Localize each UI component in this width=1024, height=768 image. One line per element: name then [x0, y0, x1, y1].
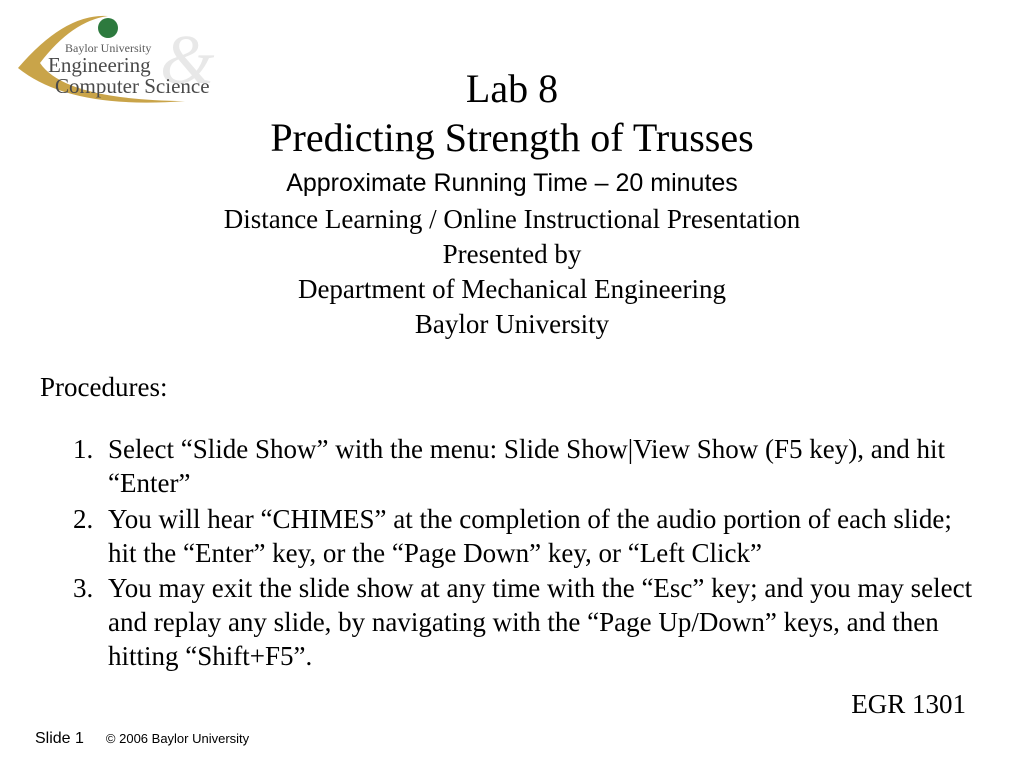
subtitle-block: Distance Learning / Online Instructional…	[0, 202, 1024, 342]
copyright: © 2006 Baylor University	[106, 731, 249, 746]
list-item: Select “Slide Show” with the menu: Slide…	[100, 433, 984, 501]
slide-number: Slide 1	[35, 730, 84, 748]
running-time: Approximate Running Time – 20 minutes	[0, 169, 1024, 198]
logo-dot-icon	[98, 18, 118, 38]
procedures-list: Select “Slide Show” with the menu: Slide…	[40, 433, 984, 673]
logo-line2b: Computer Science	[55, 74, 210, 98]
course-code: EGR 1301	[851, 689, 966, 720]
subtitle-line3: Department of Mechanical Engineering	[0, 272, 1024, 307]
list-item: You may exit the slide show at any time …	[100, 572, 984, 673]
subtitle-line2: Presented by	[0, 237, 1024, 272]
title-line2: Predicting Strength of Trusses	[0, 114, 1024, 161]
procedures-heading: Procedures:	[40, 372, 984, 403]
list-item: You will hear “CHIMES” at the completion…	[100, 503, 984, 571]
university-logo: & Baylor University Engineering Computer…	[10, 8, 240, 108]
subtitle-line1: Distance Learning / Online Instructional…	[0, 202, 1024, 237]
footer: Slide 1 © 2006 Baylor University	[35, 730, 249, 748]
procedures-block: Procedures: Select “Slide Show” with the…	[0, 342, 1024, 673]
subtitle-line4: Baylor University	[0, 307, 1024, 342]
